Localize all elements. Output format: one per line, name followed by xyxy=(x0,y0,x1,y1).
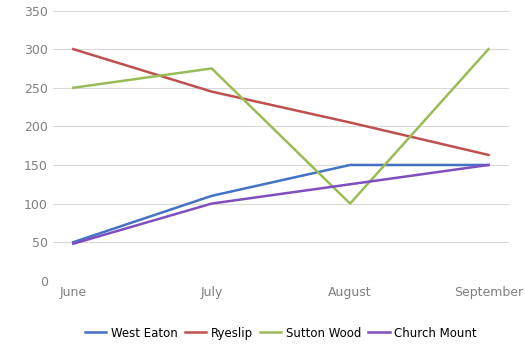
West Eaton xyxy=(70,240,77,244)
Legend: West Eaton, Ryeslip, Sutton Wood, Church Mount: West Eaton, Ryeslip, Sutton Wood, Church… xyxy=(80,322,481,344)
Sutton Wood xyxy=(485,47,491,51)
Sutton Wood xyxy=(347,201,353,206)
West Eaton xyxy=(347,163,353,167)
Church Mount xyxy=(485,163,491,167)
Line: West Eaton: West Eaton xyxy=(74,165,488,242)
Line: Ryeslip: Ryeslip xyxy=(74,49,488,155)
West Eaton xyxy=(485,163,491,167)
Church Mount xyxy=(347,182,353,186)
Ryeslip xyxy=(70,47,77,51)
Ryeslip xyxy=(485,153,491,157)
Line: Sutton Wood: Sutton Wood xyxy=(74,49,488,204)
West Eaton xyxy=(208,194,215,198)
Line: Church Mount: Church Mount xyxy=(74,165,488,244)
Ryeslip xyxy=(208,90,215,94)
Church Mount xyxy=(70,241,77,246)
Church Mount xyxy=(208,201,215,206)
Sutton Wood xyxy=(70,86,77,90)
Sutton Wood xyxy=(208,66,215,71)
Ryeslip xyxy=(347,120,353,125)
